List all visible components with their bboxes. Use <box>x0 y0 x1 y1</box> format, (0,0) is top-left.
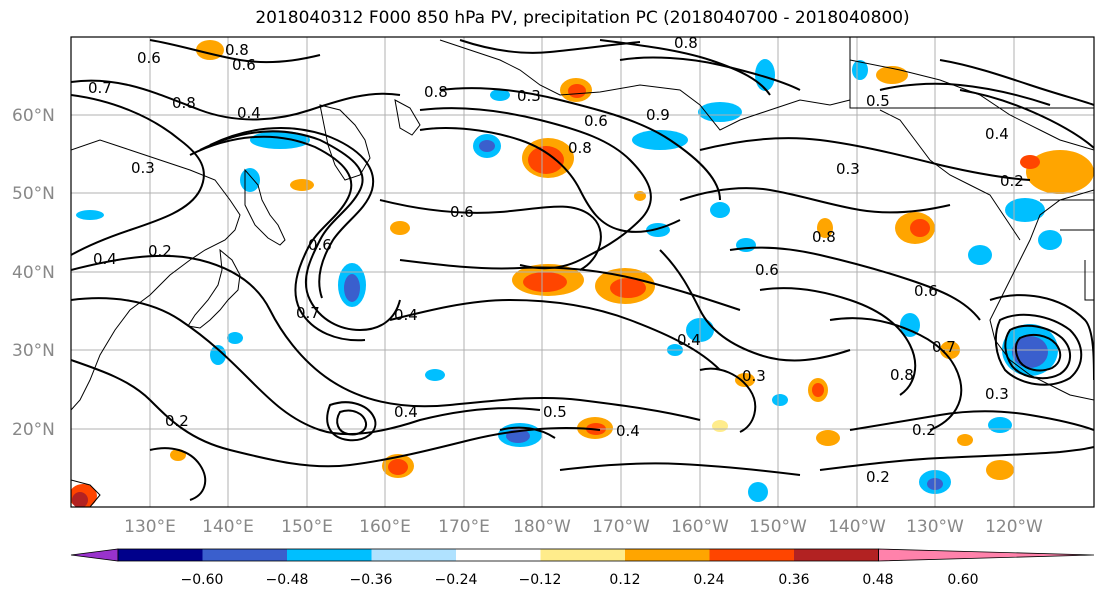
colorbar-tick-label: −0.36 <box>350 572 393 588</box>
colorbar-segment <box>118 549 203 561</box>
colorbar-tick-label: 0.36 <box>778 572 809 588</box>
contour-label: 0.2 <box>165 412 189 430</box>
colorbar-tick-label: −0.12 <box>519 572 562 588</box>
colorbar-segments <box>70 548 1095 562</box>
lon-label: 130°W <box>906 517 964 537</box>
contour-label: 0.8 <box>225 41 249 59</box>
contour-label: 0.3 <box>517 87 541 105</box>
contour-label: 0.9 <box>646 106 670 124</box>
colorbar-tick-label: 0.12 <box>609 572 640 588</box>
contour-label: 0.7 <box>296 304 320 322</box>
colorbar-tick-label: −0.24 <box>435 572 478 588</box>
lon-label: 180°W <box>513 517 571 537</box>
contour-label: 0.3 <box>742 367 766 385</box>
contour-label: 0.6 <box>450 203 474 221</box>
contour-labels: 0.6 0.8 0.6 0.7 0.8 0.4 0.3 0.2 0.4 0.6 … <box>88 34 1024 486</box>
contour-label: 0.7 <box>932 338 956 356</box>
colorbar-extend-max <box>878 548 1095 562</box>
contour-label: 0.3 <box>836 160 860 178</box>
lon-label: 160°E <box>359 517 411 537</box>
pv-contours <box>71 39 1094 501</box>
colorbar-segment <box>202 549 287 561</box>
contour-label: 0.4 <box>237 104 261 122</box>
contour-label: 0.7 <box>88 79 112 97</box>
contour-label: 0.8 <box>568 139 592 157</box>
contour-label: 0.3 <box>985 385 1009 403</box>
contour-label: 0.4 <box>677 331 701 349</box>
contour-label: 0.8 <box>890 366 914 384</box>
lat-label: 60°N <box>12 106 55 126</box>
contour-label: 0.4 <box>93 250 117 268</box>
contour-label: 0.6 <box>137 49 161 67</box>
contour-label: 0.6 <box>308 236 332 254</box>
contour-label: 0.4 <box>394 403 418 421</box>
contour-label: 0.2 <box>1000 172 1024 190</box>
colorbar-frame <box>117 548 879 562</box>
longitude-labels: 130°E 140°E 150°E 160°E 170°E 180°W 170°… <box>124 517 1043 537</box>
contour-label: 0.8 <box>812 228 836 246</box>
lon-label: 140°W <box>828 517 886 537</box>
colorbar-ticks: −0.60 −0.48 −0.36 −0.24 −0.12 0.12 0.24 … <box>181 572 979 588</box>
colorbar-tick-label: 0.24 <box>693 572 724 588</box>
colorbar-segment <box>540 549 625 561</box>
colorbar-tick-label: 0.48 <box>862 572 893 588</box>
contour-label: 0.4 <box>616 422 640 440</box>
contour-label: 0.4 <box>394 306 418 324</box>
colorbar-segment <box>456 549 541 561</box>
contour-label: 0.2 <box>912 421 936 439</box>
contour-label: 0.6 <box>755 261 779 279</box>
contour-label: 0.6 <box>232 56 256 74</box>
colorbar-tick-label: −0.60 <box>181 572 224 588</box>
contour-label: 0.8 <box>674 34 698 52</box>
contour-label: 0.5 <box>543 403 567 421</box>
colorbar: −0.60 −0.48 −0.36 −0.24 −0.12 0.12 0.24 … <box>70 548 1095 588</box>
lon-label: 140°E <box>202 517 254 537</box>
colorbar-segment <box>625 549 710 561</box>
colorbar-segment <box>709 549 794 561</box>
lon-label: 170°E <box>438 517 490 537</box>
lat-label: 30°N <box>12 341 55 361</box>
lon-label: 120°W <box>985 517 1043 537</box>
lon-label: 150°W <box>749 517 807 537</box>
colorbar-tick-label: −0.48 <box>266 572 309 588</box>
colorbar-segment <box>371 549 456 561</box>
colorbar-tick-label: 0.60 <box>947 572 978 588</box>
contour-label: 0.5 <box>866 92 890 110</box>
colorbar-extend-min <box>70 548 119 562</box>
contour-label: 0.2 <box>148 242 172 260</box>
map-title: 2018040312 F000 850 hPa PV, precipitatio… <box>255 8 910 28</box>
contour-label: 0.2 <box>866 468 890 486</box>
lon-label: 170°W <box>592 517 650 537</box>
lat-label: 50°N <box>12 184 55 204</box>
contour-label: 0.6 <box>914 282 938 300</box>
colorbar-segment <box>287 549 372 561</box>
contour-label: 0.3 <box>131 159 155 177</box>
lon-label: 150°E <box>281 517 333 537</box>
contour-label: 0.8 <box>424 83 448 101</box>
latitude-labels: 60°N 50°N 40°N 30°N 20°N <box>12 106 55 440</box>
lat-label: 20°N <box>12 420 55 440</box>
contour-label: 0.8 <box>172 94 196 112</box>
map-frame <box>70 36 1095 508</box>
contour-label: 0.4 <box>985 125 1009 143</box>
contour-label: 0.6 <box>584 112 608 130</box>
lon-label: 130°E <box>124 517 176 537</box>
lat-label: 40°N <box>12 263 55 283</box>
colorbar-segment <box>794 549 879 561</box>
lon-label: 160°W <box>671 517 729 537</box>
